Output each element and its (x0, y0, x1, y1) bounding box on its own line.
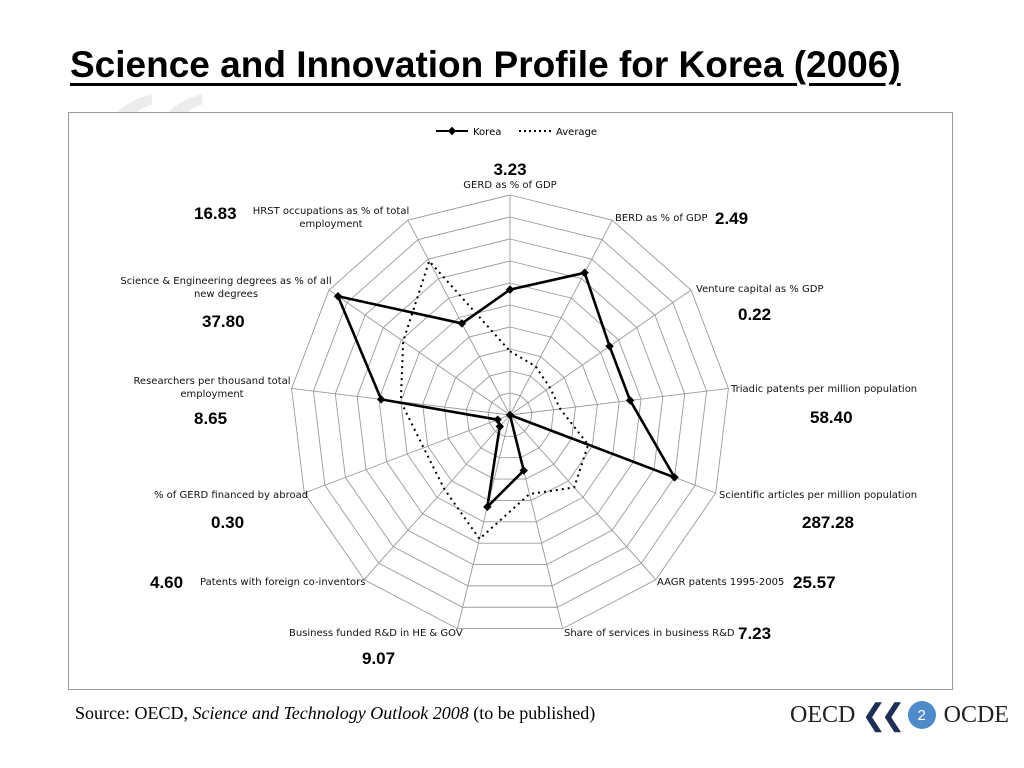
axis-label: Venture capital as % GDP (696, 284, 823, 295)
axis-label: AAGR patents 1995-2005 (657, 577, 784, 588)
axis-value: 3.23 (493, 160, 526, 179)
legend-marker-korea (447, 126, 457, 136)
grid-ring (356, 260, 664, 565)
data-point-korea (670, 473, 679, 482)
axis-label: Science & Engineering degrees as % of al… (120, 276, 331, 300)
grid-ring (465, 370, 555, 459)
grid-ring (422, 326, 598, 501)
axis-label: Share of services in business R&D (564, 628, 735, 639)
axis-value: 37.80 (202, 312, 245, 331)
axis-value: 8.65 (194, 409, 227, 428)
grid-spoke (363, 414, 511, 580)
grid-ring (378, 282, 642, 544)
source-note: Source: OECD, Science and Technology Out… (75, 703, 595, 724)
grid-ring (444, 348, 576, 480)
grid-spoke (509, 414, 657, 580)
legend-label-average: Average (556, 127, 597, 138)
axis-value: 16.83 (194, 204, 237, 223)
grid-spoke (509, 289, 692, 416)
axis-label: Business funded R&D in HE & GOV (289, 628, 463, 639)
source-title: Science and Technology Outlook 2008 (192, 703, 469, 723)
data-point-korea (625, 396, 635, 405)
chart-frame (68, 112, 953, 690)
axis-value: 7.23 (738, 624, 771, 643)
axis-label: Triadic patents per million population (730, 384, 917, 395)
grid-spoke (407, 219, 511, 416)
axis-value: 58.40 (810, 408, 853, 427)
oecd-logo: OECD ❮❮ 2 OCDE (790, 698, 1009, 732)
axis-value: 25.57 (793, 573, 836, 592)
data-point-korea (457, 319, 467, 328)
data-point-korea (605, 342, 614, 351)
page-title: Science and Innovation Profile for Korea… (70, 44, 901, 85)
data-point-korea (495, 422, 505, 431)
logo-text-oecd: OECD (790, 701, 856, 728)
data-point-korea (580, 268, 589, 278)
axis-label: % of GERD financed by abroad (154, 490, 308, 501)
data-point-korea (493, 415, 502, 424)
grid-ring (334, 238, 686, 587)
page-number: 2 (907, 701, 936, 729)
data-point-korea (505, 285, 515, 294)
grid-ring (312, 216, 708, 608)
data-point-korea (376, 395, 386, 404)
source-suffix: (to be published) (468, 703, 596, 723)
legend-label-korea: Korea (473, 127, 501, 138)
series-line-korea (336, 271, 676, 509)
axis-label: Scientific articles per million populati… (719, 490, 917, 501)
grid-spoke (456, 414, 511, 629)
grid-spoke (509, 388, 729, 416)
source-prefix: Source: OECD, (75, 703, 193, 723)
grid-ring (291, 194, 729, 630)
axis-label: GERD as % of GDP (463, 180, 556, 191)
axis-value: 0.22 (738, 305, 771, 324)
grid-ring (487, 392, 533, 437)
data-point-korea (333, 292, 343, 301)
logo-chevron-icon: ❮❮ (861, 698, 905, 732)
axis-value: 4.60 (150, 573, 183, 592)
axis-value: 287.28 (802, 513, 854, 532)
grid-spoke (509, 219, 613, 416)
logo-text-ocde: OCDE (943, 701, 1009, 728)
data-point-korea (519, 466, 528, 475)
axis-value: 0.30 (211, 513, 244, 532)
axis-value: 9.07 (362, 649, 395, 668)
axis-label: Patents with foreign co-inventors (200, 577, 365, 588)
axis-label: BERD as % of GDP (615, 213, 708, 224)
grid-ring (400, 304, 620, 523)
grid-spoke (304, 414, 511, 494)
data-point-korea (505, 410, 515, 420)
axis-value: 2.49 (715, 209, 748, 228)
axis-label: HRST occupations as % of total employment (253, 206, 409, 230)
axis-label: Researchers per thousand total employment (133, 376, 290, 400)
data-point-korea (483, 502, 492, 512)
grid-spoke (328, 289, 511, 416)
